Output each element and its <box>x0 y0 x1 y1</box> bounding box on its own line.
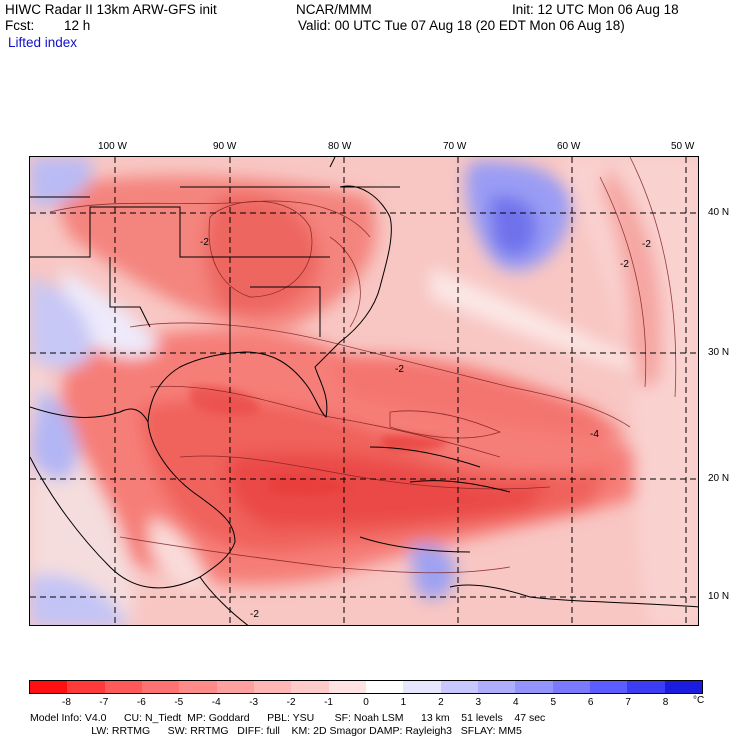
center-label: NCAR/MMM <box>296 2 372 17</box>
colorbar-swatch <box>664 681 702 693</box>
colorbar-swatch <box>515 681 553 693</box>
lon-label-60w: 60 W <box>557 141 581 152</box>
colorbar-label: -6 <box>136 697 146 708</box>
colorbar-label: -5 <box>174 697 184 708</box>
colorbar <box>29 680 703 694</box>
colorbar-label: 5 <box>550 697 556 708</box>
colorbar-swatch <box>216 681 254 693</box>
colorbar-swatch <box>30 681 68 693</box>
colorbar-label: -2 <box>286 697 296 708</box>
colorbar-swatch <box>67 681 105 693</box>
contour-label: -4 <box>590 429 599 440</box>
colorbar-label: 0 <box>363 697 369 708</box>
colorbar-swatch <box>253 681 292 693</box>
lat-label-20n: 20 N <box>708 473 730 484</box>
model-info-line1: Model Info: V4.0 CU: N_Tiedt MP: Goddard… <box>30 712 546 724</box>
contour-label: -2 <box>395 364 404 375</box>
colorbar-label: 7 <box>625 697 631 708</box>
lat-label-30n: 30 N <box>708 347 730 358</box>
colorbar-label: -4 <box>211 697 221 708</box>
colorbar-label: 2 <box>438 697 444 708</box>
colorbar-swatch <box>477 681 516 693</box>
lon-label-70w: 70 W <box>443 141 467 152</box>
colorbar-swatch <box>627 681 665 693</box>
map-canvas: -2 -2 -2 -2 -4 -2 <box>30 157 698 625</box>
contour-label: -2 <box>200 237 209 248</box>
colorbar-label: -7 <box>99 697 109 708</box>
lat-label-10n: 10 N <box>708 591 730 602</box>
model-info-line2: LW: RRTMG SW: RRTMG DIFF: full KM: 2D Sm… <box>30 725 522 737</box>
colorbar-label: 8 <box>662 697 669 708</box>
colorbar-label: 6 <box>587 697 594 708</box>
colorbar-label: 3 <box>475 697 482 708</box>
lon-label-90w: 90 W <box>213 141 237 152</box>
colorbar-swatch <box>365 681 404 693</box>
colorbar-unit: °C <box>693 695 705 706</box>
init-time: Init: 12 UTC Mon 06 Aug 18 <box>512 2 679 17</box>
colorbar-swatch <box>104 681 142 693</box>
contour-label: -2 <box>620 259 629 270</box>
colorbar-label: 4 <box>512 697 519 708</box>
forecast-label: Fcst: <box>5 18 35 33</box>
colorbar-swatch <box>440 681 478 693</box>
contour-label: -2 <box>642 239 651 250</box>
contour-label: -2 <box>250 609 259 620</box>
colorbar-swatch <box>328 681 366 693</box>
colorbar-swatch <box>403 681 441 693</box>
colorbar-label: -8 <box>61 697 71 708</box>
lon-label-50w: 50 W <box>671 141 695 152</box>
field-name: Lifted index <box>8 35 78 50</box>
colorbar-swatch <box>179 681 217 693</box>
forecast-hour: 12 h <box>64 18 91 33</box>
lon-label-100w: 100 W <box>98 141 127 152</box>
lat-label-40n: 40 N <box>708 207 730 218</box>
colorbar-swatch <box>589 681 628 693</box>
colorbar-label: -3 <box>249 697 259 708</box>
lon-label-80w: 80 W <box>328 141 352 152</box>
lifted-index-map: -2 -2 -2 -2 -4 -2 <box>29 156 699 626</box>
colorbar-swatch <box>141 681 180 693</box>
colorbar-label: 1 <box>400 697 407 708</box>
model-title: HIWC Radar II 13km ARW-GFS init <box>5 2 217 17</box>
colorbar-swatch <box>291 681 329 693</box>
valid-time: Valid: 00 UTC Tue 07 Aug 18 (20 EDT Mon … <box>298 18 625 33</box>
colorbar-label: -1 <box>324 697 333 708</box>
colorbar-swatch <box>552 681 590 693</box>
